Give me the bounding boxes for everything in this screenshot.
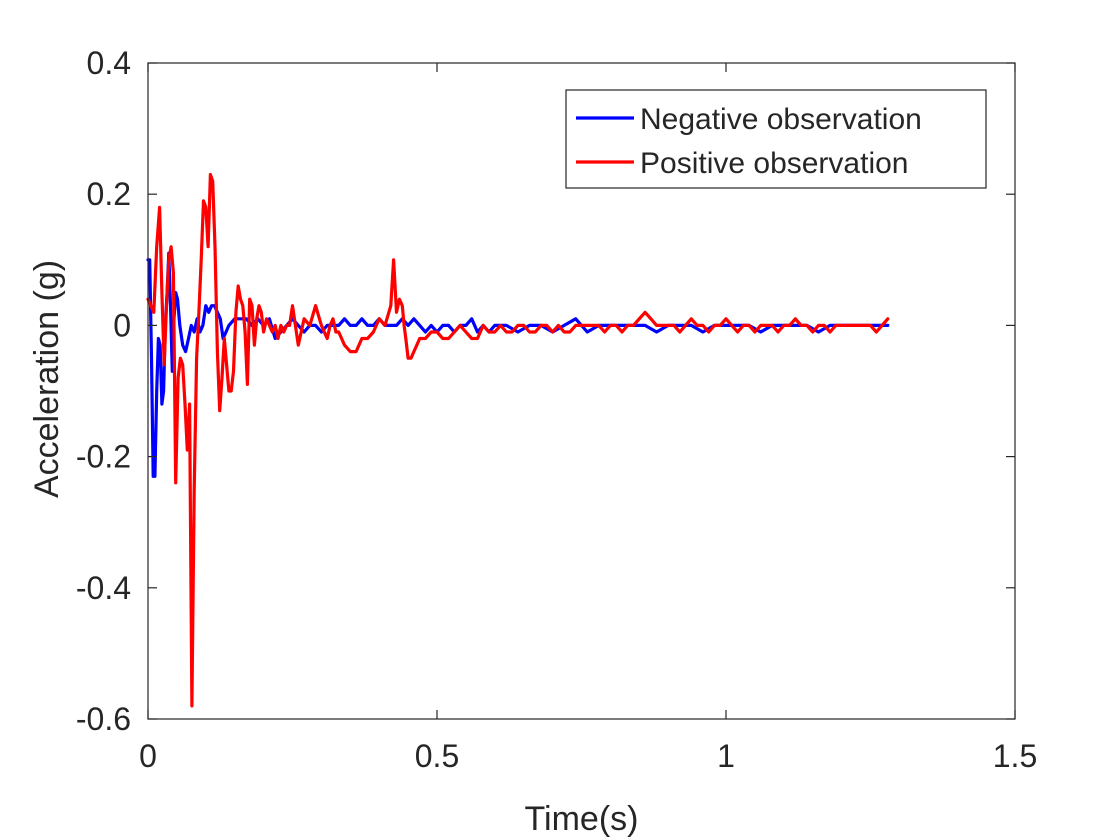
y-tick-label: 0.2: [87, 176, 131, 212]
legend-label: Negative observation: [640, 103, 922, 136]
x-tick-label: 0.5: [415, 738, 459, 774]
plot-lines: [146, 172, 890, 708]
y-tick-label: 0: [113, 307, 131, 343]
axis-ticks: [147, 62, 1016, 720]
x-axis-title: Time(s): [525, 800, 639, 838]
x-tick-label: 1: [717, 738, 735, 774]
y-tick-label: 0.4: [87, 45, 131, 81]
y-axis-title: Acceleration (g): [28, 260, 66, 498]
y-tick-label: -0.6: [76, 701, 131, 737]
axis-tick-labels: 0 0.5 1 1.5 -0.6 -0.4 -0.2 0 0.2 0.4: [76, 45, 1037, 774]
legend: Negative observation Positive observation: [565, 89, 987, 189]
x-tick-label: 1.5: [993, 738, 1037, 774]
y-tick-label: -0.4: [76, 570, 131, 606]
plot-area-frame: [147, 62, 1016, 720]
series-line-positive-observation: [146, 172, 890, 708]
legend-box: [565, 89, 987, 189]
x-tick-label: 0: [139, 738, 157, 774]
y-tick-label: -0.2: [76, 439, 131, 475]
legend-label: Positive observation: [640, 147, 908, 180]
